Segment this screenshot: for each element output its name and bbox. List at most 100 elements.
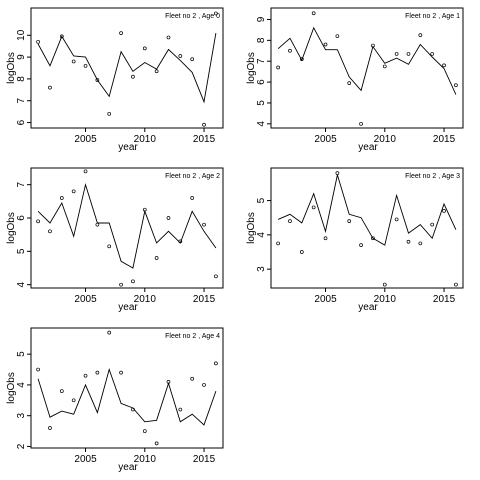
- x-axis-label: year: [118, 462, 138, 473]
- observation-point: [430, 222, 435, 227]
- observation-point: [95, 222, 100, 227]
- x-axis-label: year: [118, 142, 138, 153]
- y-tick-label: 6: [16, 119, 27, 125]
- observation-point: [202, 383, 206, 387]
- observation-point: [299, 57, 304, 61]
- x-tick-label: 2015: [193, 454, 216, 465]
- observation-point: [59, 34, 64, 39]
- panel-title: Fleet no 2 , Age 3: [405, 173, 460, 180]
- panel-title: Fleet no 2 , Age 0: [165, 13, 220, 20]
- observation-point: [71, 189, 76, 194]
- y-tick-label: 2: [16, 443, 27, 449]
- observation-point: [142, 207, 147, 212]
- y-axis-label: logObs: [6, 212, 17, 244]
- observation-point: [166, 35, 171, 40]
- fitted-line: [277, 26, 457, 95]
- observation-point: [382, 282, 387, 287]
- observation-point: [418, 241, 423, 246]
- observation-point: [154, 69, 159, 74]
- y-tick-label: 4: [256, 121, 267, 127]
- observation-point: [347, 219, 352, 223]
- observation-point: [288, 219, 292, 223]
- x-tick-label: 2015: [433, 294, 456, 305]
- observation-point: [202, 122, 206, 127]
- y-tick-label: 5: [16, 351, 27, 357]
- observation-point: [95, 370, 100, 375]
- observation-point: [454, 83, 458, 88]
- plot-frame: [270, 7, 464, 129]
- plot-frame: [30, 327, 224, 449]
- panel-title: Fleet no 2 , Age 1: [405, 13, 460, 20]
- fitted-line: [37, 182, 217, 269]
- observation-point: [36, 219, 40, 224]
- y-axis-label: logObs: [6, 372, 17, 404]
- x-tick-label: 2010: [374, 134, 397, 145]
- y-axis-label: logObs: [246, 52, 257, 84]
- observation-point: [335, 171, 340, 175]
- y-axis-label: logObs: [246, 212, 257, 244]
- chart-panel-0: 2005 2010 2015 6 7 8 9 10 Fleet no 2 , Age 0 year…: [6, 7, 224, 153]
- observation-point: [36, 39, 40, 44]
- observation-point: [178, 54, 183, 58]
- y-tick-label: 5: [16, 248, 27, 254]
- observation-point: [142, 429, 147, 433]
- y-tick-label: 3: [256, 266, 267, 272]
- y-tick-label: 9: [256, 16, 267, 22]
- plot-frame: [270, 167, 464, 289]
- x-axis-label: year: [358, 302, 378, 313]
- observation-point: [83, 63, 88, 68]
- y-tick-label: 4: [16, 281, 27, 287]
- observation-point: [214, 274, 218, 279]
- y-tick-label: 5: [256, 100, 267, 106]
- observation-point: [119, 31, 123, 35]
- observation-point: [371, 43, 375, 48]
- x-tick-label: 2005: [74, 294, 97, 305]
- panel-title: Fleet no 2 , Age 4: [165, 333, 220, 340]
- observation-point: [178, 407, 183, 412]
- chart-panel-4: 2005 2010 2015 2 3 4 5 Fleet no 2 , Age 4 year lo…: [6, 327, 224, 473]
- y-tick-label: 7: [256, 58, 267, 64]
- observation-point: [131, 74, 135, 79]
- observation-point: [119, 282, 123, 287]
- panel-title: Fleet no 2 , Age 2: [165, 173, 220, 180]
- observation-point: [95, 78, 100, 82]
- observation-point: [131, 407, 135, 412]
- observation-point: [107, 244, 112, 249]
- observation-point: [214, 11, 218, 16]
- observation-point: [394, 217, 399, 222]
- x-tick-label: 2015: [193, 134, 216, 145]
- observation-point: [299, 250, 304, 254]
- observation-point: [359, 121, 363, 126]
- observation-point: [323, 42, 328, 47]
- x-axis-label: year: [358, 142, 378, 153]
- observation-point: [107, 111, 112, 116]
- x-axis-label: year: [118, 302, 138, 313]
- observation-point: [59, 389, 64, 393]
- observation-point: [430, 52, 435, 56]
- observation-point: [107, 330, 112, 335]
- observation-point: [359, 243, 363, 247]
- x-tick-label: 2015: [193, 294, 216, 305]
- chart-panel-1: 2005 2010 2015 4 5 6 7 8 9 Fleet no 2 , Age 1 year…: [246, 7, 464, 153]
- observation-point: [178, 239, 183, 244]
- observation-point: [166, 379, 171, 384]
- y-tick-label: 5: [256, 197, 267, 203]
- observation-point: [382, 64, 387, 69]
- x-tick-label: 2005: [314, 134, 337, 145]
- x-tick-label: 2005: [314, 294, 337, 305]
- y-tick-label: 3: [16, 412, 27, 418]
- observation-point: [36, 367, 40, 372]
- x-tick-label: 2015: [433, 134, 456, 145]
- y-tick-label: 4: [256, 232, 267, 238]
- observation-point: [406, 239, 411, 244]
- observation-point: [347, 81, 352, 85]
- y-tick-label: 6: [256, 79, 267, 85]
- observation-point: [119, 370, 123, 375]
- y-tick-label: 8: [16, 76, 27, 82]
- chart-panel-2: 2005 2010 2015 4 5 6 7 Fleet no 2 , Age 2 year lo…: [6, 167, 224, 313]
- y-tick-label: 7: [16, 181, 27, 187]
- observation-point: [190, 57, 195, 62]
- observation-point: [335, 34, 340, 39]
- y-tick-label: 9: [16, 54, 27, 60]
